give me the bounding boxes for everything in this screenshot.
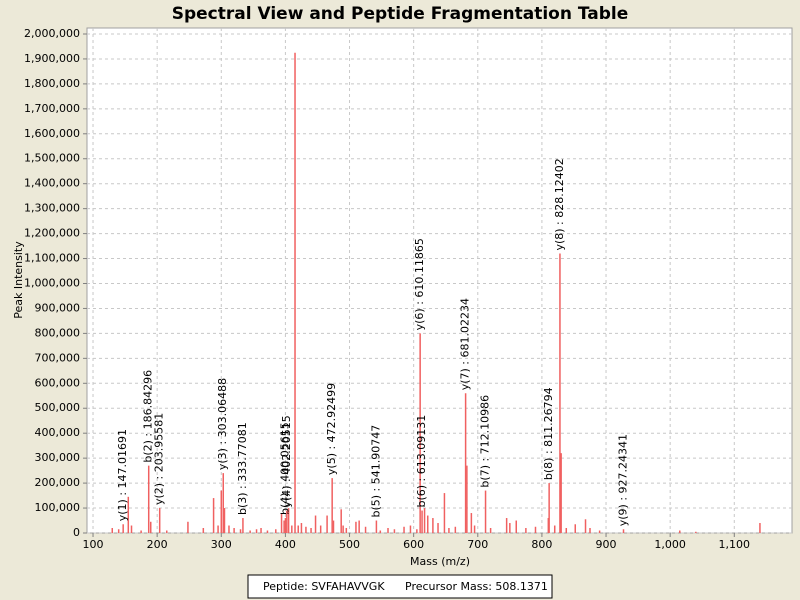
x-tick-label: 700: [467, 538, 488, 551]
peak-annotation: b(5) : 541.90747: [369, 425, 382, 518]
y-tick-label: 800,000: [35, 326, 81, 339]
footer-box: [247, 574, 553, 599]
peak-annotation: y(8) : 828.12402: [553, 158, 566, 250]
peak-annotation: y(4) : 402.20515: [280, 415, 293, 507]
peak-annotation: y(3) : 303.06488: [216, 378, 229, 470]
peak-annotation: b(6) : 613.09131: [415, 415, 428, 508]
x-tick-label: 800: [531, 538, 552, 551]
y-tick-label: 1,300,000: [24, 202, 80, 215]
x-tick-label: 200: [147, 538, 168, 551]
peak-annotation: b(8) : 811.26794: [542, 387, 555, 480]
y-tick-label: 0: [73, 526, 80, 539]
y-tick-label: 1,000,000: [24, 276, 80, 289]
y-tick-label: 300,000: [35, 451, 81, 464]
peak-annotation: b(3) : 333.77081: [236, 422, 249, 515]
peak-annotation: y(9) : 927.24341: [617, 434, 630, 526]
peak-annotation: y(2) : 203.95581: [153, 413, 166, 505]
y-tick-label: 1,900,000: [24, 52, 80, 65]
y-tick-label: 1,500,000: [24, 152, 80, 165]
peak-annotation: b(4) : 400.05615: [278, 422, 291, 515]
x-tick-label: 100: [83, 538, 104, 551]
x-tick-label: 1,000: [654, 538, 686, 551]
chart-title: Spectral View and Peptide Fragmentation …: [172, 4, 629, 24]
peak-annotation: y(7) : 681.02234: [459, 298, 472, 390]
y-tick-label: 1,800,000: [24, 77, 80, 90]
y-axis-label: Peak Intensity: [12, 241, 25, 319]
precursor-text: Precursor Mass: 508.1371: [405, 580, 548, 593]
y-tick-label: 1,700,000: [24, 102, 80, 115]
peak-annotation: y(6) : 610.11865: [413, 238, 426, 330]
x-tick-label: 400: [275, 538, 296, 551]
peak-annotation: b(2) : 186.84296: [142, 370, 155, 463]
y-tick-label: 400,000: [35, 426, 81, 439]
y-tick-label: 100,000: [35, 501, 81, 514]
y-tick-label: 1,600,000: [24, 127, 80, 140]
x-tick-label: 900: [596, 538, 617, 551]
y-tick-label: 1,100,000: [24, 252, 80, 265]
y-tick-label: 900,000: [35, 301, 81, 314]
plot-area: [86, 27, 793, 534]
peak-annotation: y(1) : 147.01691: [116, 429, 129, 521]
peptide-text: Peptide: SVFAHAVVGK: [263, 580, 385, 593]
peak-annotation: b(7) : 712.10986: [479, 395, 492, 488]
x-tick-label: 500: [339, 538, 360, 551]
x-tick-label: 1,100: [719, 538, 751, 551]
y-tick-label: 600,000: [35, 376, 81, 389]
y-tick-label: 1,200,000: [24, 227, 80, 240]
y-tick-label: 200,000: [35, 476, 81, 489]
peak-annotation: y(5) : 472.92499: [325, 383, 338, 475]
y-tick-label: 1,400,000: [24, 177, 80, 190]
x-tick-label: 600: [403, 538, 424, 551]
y-tick-label: 700,000: [35, 351, 81, 364]
y-tick-label: 500,000: [35, 401, 81, 414]
y-tick-label: 2,000,000: [24, 27, 80, 40]
x-tick-label: 300: [211, 538, 232, 551]
x-axis-label: Mass (m/z): [410, 555, 470, 568]
